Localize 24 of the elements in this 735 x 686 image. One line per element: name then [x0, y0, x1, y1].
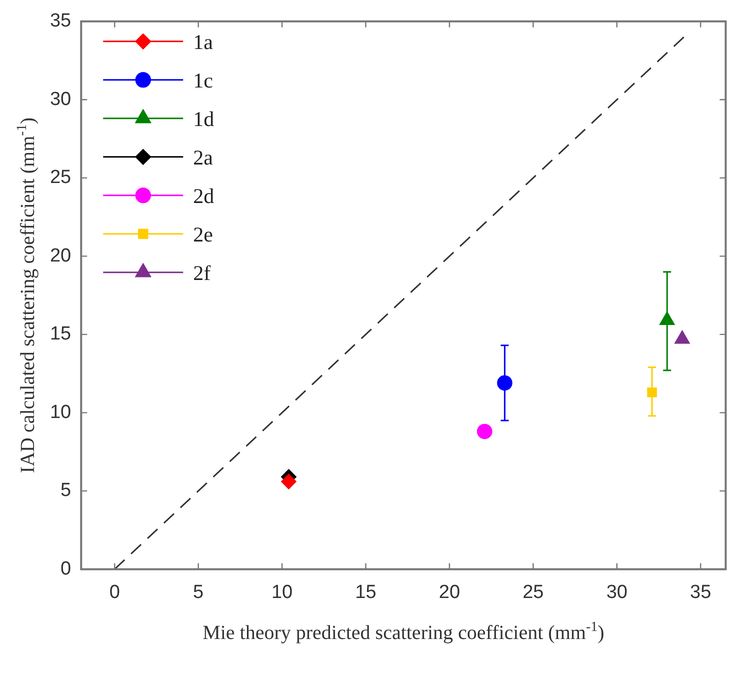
legend-label: 2a — [193, 145, 214, 170]
legend-label: 2d — [193, 184, 215, 208]
y-tick-label: 15 — [50, 324, 72, 345]
y-tick-label: 20 — [50, 245, 72, 266]
x-tick-label: 25 — [522, 582, 544, 603]
x-tick-label: 20 — [438, 582, 460, 603]
legend-label: 1c — [193, 68, 213, 92]
legend-label: 1d — [193, 106, 215, 131]
x-tick-label: 0 — [109, 582, 120, 603]
y-tick-label: 10 — [50, 402, 72, 423]
x-tick-label: 35 — [690, 582, 712, 603]
legend-label: 1a — [193, 30, 214, 54]
x-tick-label: 30 — [606, 582, 628, 603]
legend-label: 2f — [193, 260, 211, 285]
x-tick-label: 10 — [271, 582, 293, 603]
y-tick-label: 0 — [60, 558, 72, 580]
x-tick-label: 5 — [193, 582, 204, 603]
y-axis-title: IAD calculated scattering coefficient (mm-1) — [15, 118, 39, 474]
y-tick-label: 35 — [50, 10, 72, 32]
x-tick-label: 15 — [355, 582, 376, 603]
y-tick-label: 25 — [50, 167, 72, 188]
legend-label: 2e — [193, 222, 213, 246]
y-tick-label: 5 — [60, 480, 72, 502]
y-tick-label: 30 — [50, 88, 72, 110]
